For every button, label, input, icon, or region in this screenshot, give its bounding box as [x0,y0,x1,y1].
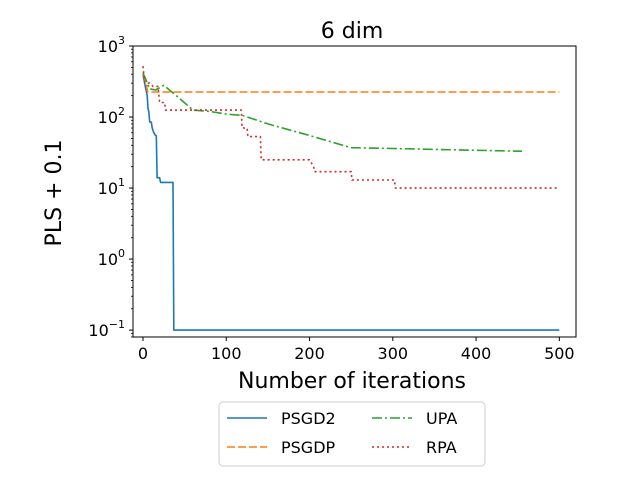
series-line-psgd2 [142,74,560,331]
x-tick-label: 0 [138,344,148,363]
legend-label-upa: UPA [426,409,457,428]
legend-label-rpa: RPA [426,438,457,457]
y-axis-label: PLS + 0.1 [42,140,67,247]
legend-label-psgdp: PSGDP [281,438,336,457]
series-layer [142,66,560,331]
legend-box [218,401,486,467]
y-tick-label: 10−1 [88,318,125,340]
y-tick-label: 102 [98,105,125,127]
y-tick-label: 100 [98,247,125,269]
legend-label-psgd2: PSGD2 [281,409,336,428]
y-tick-label: 103 [98,34,125,56]
x-tick-label: 500 [544,344,575,363]
chart-title: 6 dim [321,19,384,44]
x-axis-label: Number of iterations [238,369,466,394]
series-line-upa [142,72,522,152]
y-axis-ticks: 10−1 100 101 102 103 [88,34,133,340]
x-axis-ticks: 0 100 200 300 400 500 [138,337,575,363]
series-line-rpa [142,66,560,189]
x-tick-label: 100 [211,344,242,363]
legend: PSGD2 PSGDP UPA RPA [218,401,486,467]
y-tick-label: 101 [98,176,125,198]
x-tick-label: 300 [378,344,409,363]
x-tick-label: 400 [461,344,492,363]
x-tick-label: 200 [294,344,325,363]
